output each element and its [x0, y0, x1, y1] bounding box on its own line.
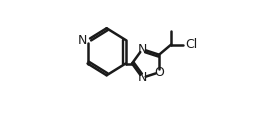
Text: N: N — [138, 71, 147, 84]
Text: N: N — [78, 34, 87, 46]
Text: Cl: Cl — [185, 38, 197, 51]
Text: O: O — [154, 66, 164, 79]
Text: N: N — [138, 43, 147, 56]
